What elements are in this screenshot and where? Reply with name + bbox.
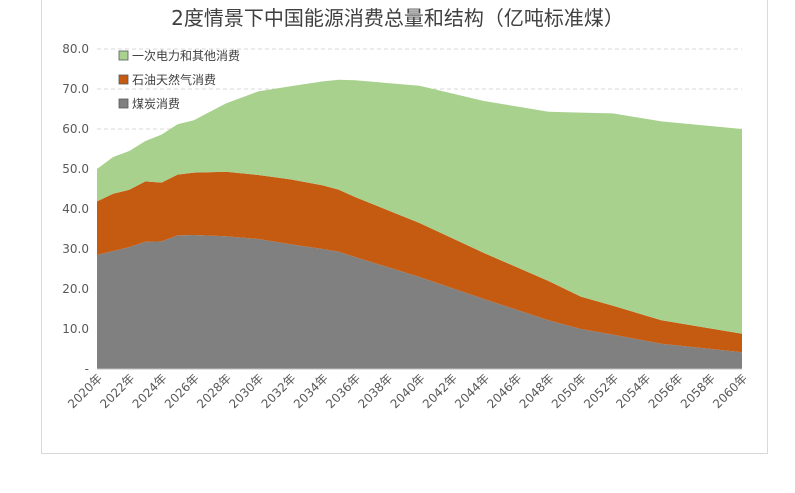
legend-label: 石油天然气消费 xyxy=(132,72,216,87)
area-series-1 xyxy=(97,235,742,369)
x-tick-label: 2024年 xyxy=(130,371,170,411)
x-tick-label: 2046年 xyxy=(484,371,524,411)
x-tick-label: 2028年 xyxy=(194,371,234,411)
x-tick-label: 2034年 xyxy=(291,371,331,411)
x-tick-label: 2052年 xyxy=(581,371,621,411)
legend-label: 一次电力和其他消费 xyxy=(132,49,240,63)
x-tick-label: 2036年 xyxy=(323,371,363,411)
y-tick-label: 40.0 xyxy=(62,202,89,216)
x-tick-label: 2056年 xyxy=(646,371,686,411)
x-tick-label: 2060年 xyxy=(710,371,750,411)
x-tick-label: 2058年 xyxy=(678,371,718,411)
y-tick-label: 20.0 xyxy=(62,282,89,296)
y-tick-label: 60.0 xyxy=(62,122,89,136)
x-tick-label: 2048年 xyxy=(517,371,557,411)
x-tick-label: 2026年 xyxy=(162,371,202,411)
legend-swatch xyxy=(118,98,129,109)
area-series-3 xyxy=(97,79,742,334)
legend-swatch xyxy=(118,50,129,61)
x-tick-label: 2044年 xyxy=(452,371,492,411)
x-tick-label: 2032年 xyxy=(259,371,299,411)
x-tick-label: 2040年 xyxy=(388,371,428,411)
x-tick-label: 2050年 xyxy=(549,371,589,411)
y-tick-label: 10.0 xyxy=(62,322,89,336)
x-tick-label: 2038年 xyxy=(355,371,395,411)
x-tick-label: 2042年 xyxy=(420,371,460,411)
y-tick-label: 80.0 xyxy=(62,42,89,56)
x-tick-label: 2020年 xyxy=(65,371,105,411)
y-tick-label: - xyxy=(85,362,89,376)
x-tick-label: 2054年 xyxy=(613,371,653,411)
y-tick-label: 30.0 xyxy=(62,242,89,256)
x-tick-label: 2030年 xyxy=(226,371,266,411)
x-tick-label: 2022年 xyxy=(97,371,137,411)
legend-swatch xyxy=(118,74,129,85)
y-tick-label: 50.0 xyxy=(62,162,89,176)
legend-label: 煤炭消费 xyxy=(132,97,180,111)
chart-title: 2度情景下中国能源消费总量和结构（亿吨标准煤） xyxy=(171,6,624,30)
y-tick-label: 70.0 xyxy=(62,82,89,96)
area-series-2 xyxy=(97,171,742,353)
